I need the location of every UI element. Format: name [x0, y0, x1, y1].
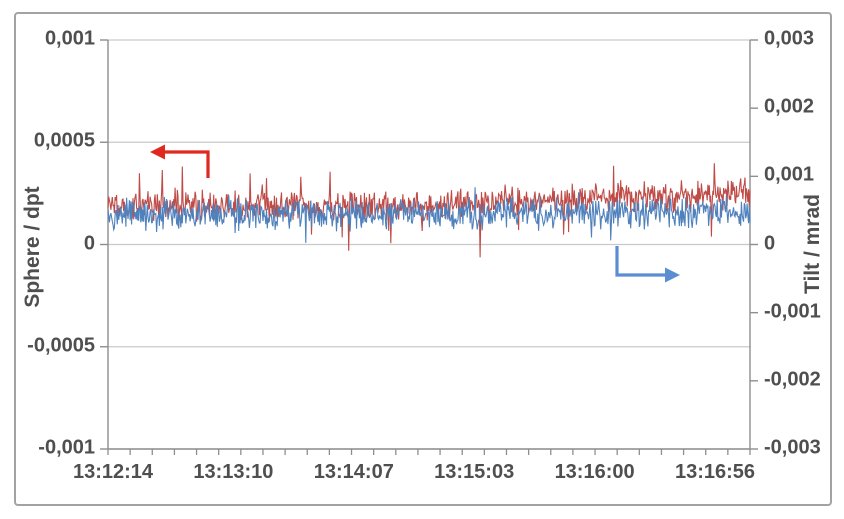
sphere-axis-arrow	[160, 150, 210, 178]
right-axis-tick-label: 0,001	[764, 163, 815, 186]
left-axis-tick-label: 0	[83, 232, 95, 255]
x-axis-tick-label: 13:15:03	[434, 461, 515, 483]
right-axis-tick-label: -0,002	[764, 368, 821, 391]
tilt-axis-arrow	[615, 246, 670, 277]
x-axis-tick-label: 13:13:10	[193, 461, 274, 483]
x-axis-tick-label: 13:14:07	[313, 461, 394, 483]
right-axis-tick-label: 0,002	[764, 95, 815, 118]
x-axis-tick-label: 13:12:14	[72, 461, 154, 483]
tilt-axis-arrow-head	[665, 267, 680, 283]
chart-frame	[14, 12, 832, 506]
series-tilt	[107, 187, 751, 243]
left-axis-tick-label: -0,001	[38, 436, 95, 459]
right-axis-tick-label: -0,003	[764, 436, 821, 459]
right-axis-tick-label: 0	[764, 232, 776, 255]
right-axis-tick-label: -0,001	[764, 300, 821, 323]
sphere-axis-arrow-head	[150, 144, 165, 160]
left-axis-tick-label: 0,0005	[33, 129, 95, 152]
right-axis-tick-label: 0,003	[764, 27, 815, 50]
right-axis-title: Tilt / mrad	[801, 194, 824, 294]
x-axis-tick-label: 13:16:56	[674, 461, 756, 483]
left-axis-title: Sphere / dpt	[21, 186, 44, 308]
left-axis-tick-label: -0,0005	[27, 334, 95, 357]
x-axis-tick-label: 13:16:00	[554, 461, 635, 483]
left-axis-tick-label: 0,001	[44, 27, 95, 50]
